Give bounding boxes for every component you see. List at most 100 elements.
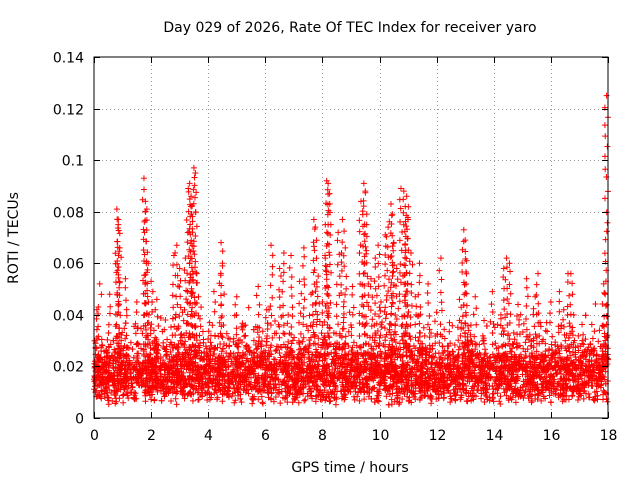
peak-point [116,244,123,251]
spike-point [275,321,282,328]
baseline-point [284,399,291,406]
spike-point [221,291,228,298]
baseline-point [519,384,526,391]
spike-point [313,237,320,244]
baseline-point [411,393,418,400]
baseline-point [268,389,275,396]
spike-point [147,351,154,358]
spike-point [342,333,349,340]
spike-point [187,248,194,255]
spike-point [181,306,188,313]
baseline-point [496,398,503,405]
baseline-point [186,389,193,396]
baseline-point [553,371,560,378]
baseline-point [149,367,156,374]
baseline-point [368,370,375,377]
baseline-point [309,379,316,386]
spike-point [163,352,170,359]
baseline-point [145,359,152,366]
spike-point [184,239,191,246]
spike-point [172,332,179,339]
spike-point [275,343,282,350]
spike-point [123,344,130,351]
baseline-point [533,384,540,391]
spike-point [152,334,159,341]
spike-point [349,311,356,318]
baseline-point [486,382,493,389]
peak-point [325,180,332,187]
baseline-point [353,382,360,389]
spike-point [173,261,180,268]
baseline-point [398,378,405,385]
peak-point [142,198,149,205]
baseline-point [347,368,354,375]
spike-point [114,238,121,245]
baseline-point [314,376,321,383]
baseline-point [321,356,328,363]
baseline-point [274,389,281,396]
baseline-point [428,330,435,337]
baseline-point [515,393,522,400]
baseline-point [505,382,512,389]
baseline-point [298,377,305,384]
spike-point [322,262,329,269]
baseline-point [98,395,105,402]
baseline-point [165,389,172,396]
spike-point [217,292,224,299]
spike-point [95,333,102,340]
peak-point [122,275,129,282]
baseline-point [237,370,244,377]
baseline-point [105,401,112,408]
baseline-point [144,359,151,366]
spike-point [161,326,168,333]
baseline-point [457,332,464,339]
spike-point [300,321,307,328]
spike-point [301,253,308,260]
baseline-point [573,356,580,363]
baseline-point [258,349,265,356]
spike-point [143,269,150,276]
peak-point [296,278,303,285]
spike-point [325,363,332,370]
baseline-point [270,398,277,405]
spike-point [325,292,332,299]
baseline-point [221,373,228,380]
baseline-point [429,386,436,393]
baseline-point [295,389,302,396]
baseline-point [599,366,606,373]
spike-point [240,360,247,367]
baseline-point [151,396,158,403]
spike-point [323,263,330,270]
baseline-point [441,335,448,342]
baseline-point [112,382,119,389]
spike-point [309,351,316,358]
baseline-point [142,398,149,405]
baseline-point [120,399,127,406]
baseline-point [329,366,336,373]
baseline-point [572,378,579,385]
baseline-point [361,389,368,396]
baseline-point [91,383,98,390]
spike-point [184,320,191,327]
baseline-point [260,347,267,354]
spike-point [323,271,330,278]
spike-point [192,232,199,239]
spike-point [321,319,328,326]
spike-point [118,254,125,261]
spike-point [149,308,156,315]
baseline-point [588,382,595,389]
baseline-point [326,398,333,405]
spike-point [300,304,307,311]
baseline-point [501,327,508,334]
baseline-point [189,374,196,381]
baseline-point [152,376,159,383]
baseline-point [228,375,235,382]
baseline-point [463,382,470,389]
baseline-point [542,386,549,393]
baseline-point [140,370,147,377]
baseline-point [422,356,429,363]
baseline-point [588,321,595,328]
spike-point [314,311,321,318]
baseline-point [516,360,523,367]
baseline-point [175,380,182,387]
